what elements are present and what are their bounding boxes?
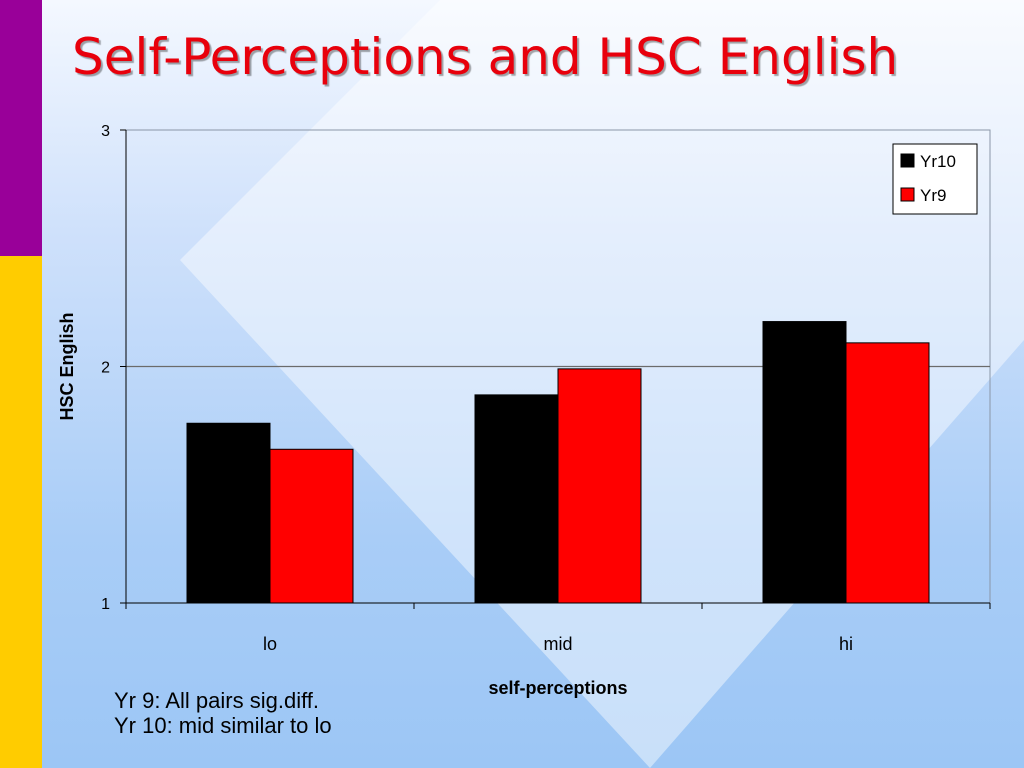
bar-yr9-hi: [845, 342, 930, 604]
yellow-side-bar: [0, 256, 42, 768]
bar-yr9-lo: [269, 448, 354, 604]
x-axis-title: self-perceptions: [488, 678, 627, 698]
y-axis-title: HSC English: [57, 312, 77, 420]
y-tick-label: 1: [101, 596, 110, 613]
x-tick-label: hi: [839, 634, 853, 654]
note-yr10: Yr 10: mid similar to lo: [114, 713, 332, 738]
y-tick-label: 2: [101, 360, 110, 377]
legend-swatch-yr10: [900, 153, 915, 168]
y-tick-label: 3: [101, 123, 110, 140]
legend-swatch-yr9: [900, 187, 915, 202]
bar-yr10-lo: [186, 422, 271, 604]
legend-label-yr9: Yr9: [920, 186, 946, 205]
x-tick-label: lo: [263, 634, 277, 654]
bar-yr10-hi: [762, 321, 847, 604]
plot-area-border: [126, 129, 991, 603]
legend-label-yr10: Yr10: [920, 152, 956, 171]
purple-side-bar: [0, 0, 42, 256]
bar-yr9-mid: [557, 368, 642, 604]
slide-title: Self-Perceptions and HSC English: [72, 28, 899, 86]
note-yr9: Yr 9: All pairs sig.diff.: [114, 688, 320, 713]
x-tick-label: mid: [543, 634, 572, 654]
bar-yr10-mid: [474, 394, 559, 604]
significance-notes: Yr 9: All pairs sig.diff. Yr 10: mid sim…: [114, 688, 332, 738]
